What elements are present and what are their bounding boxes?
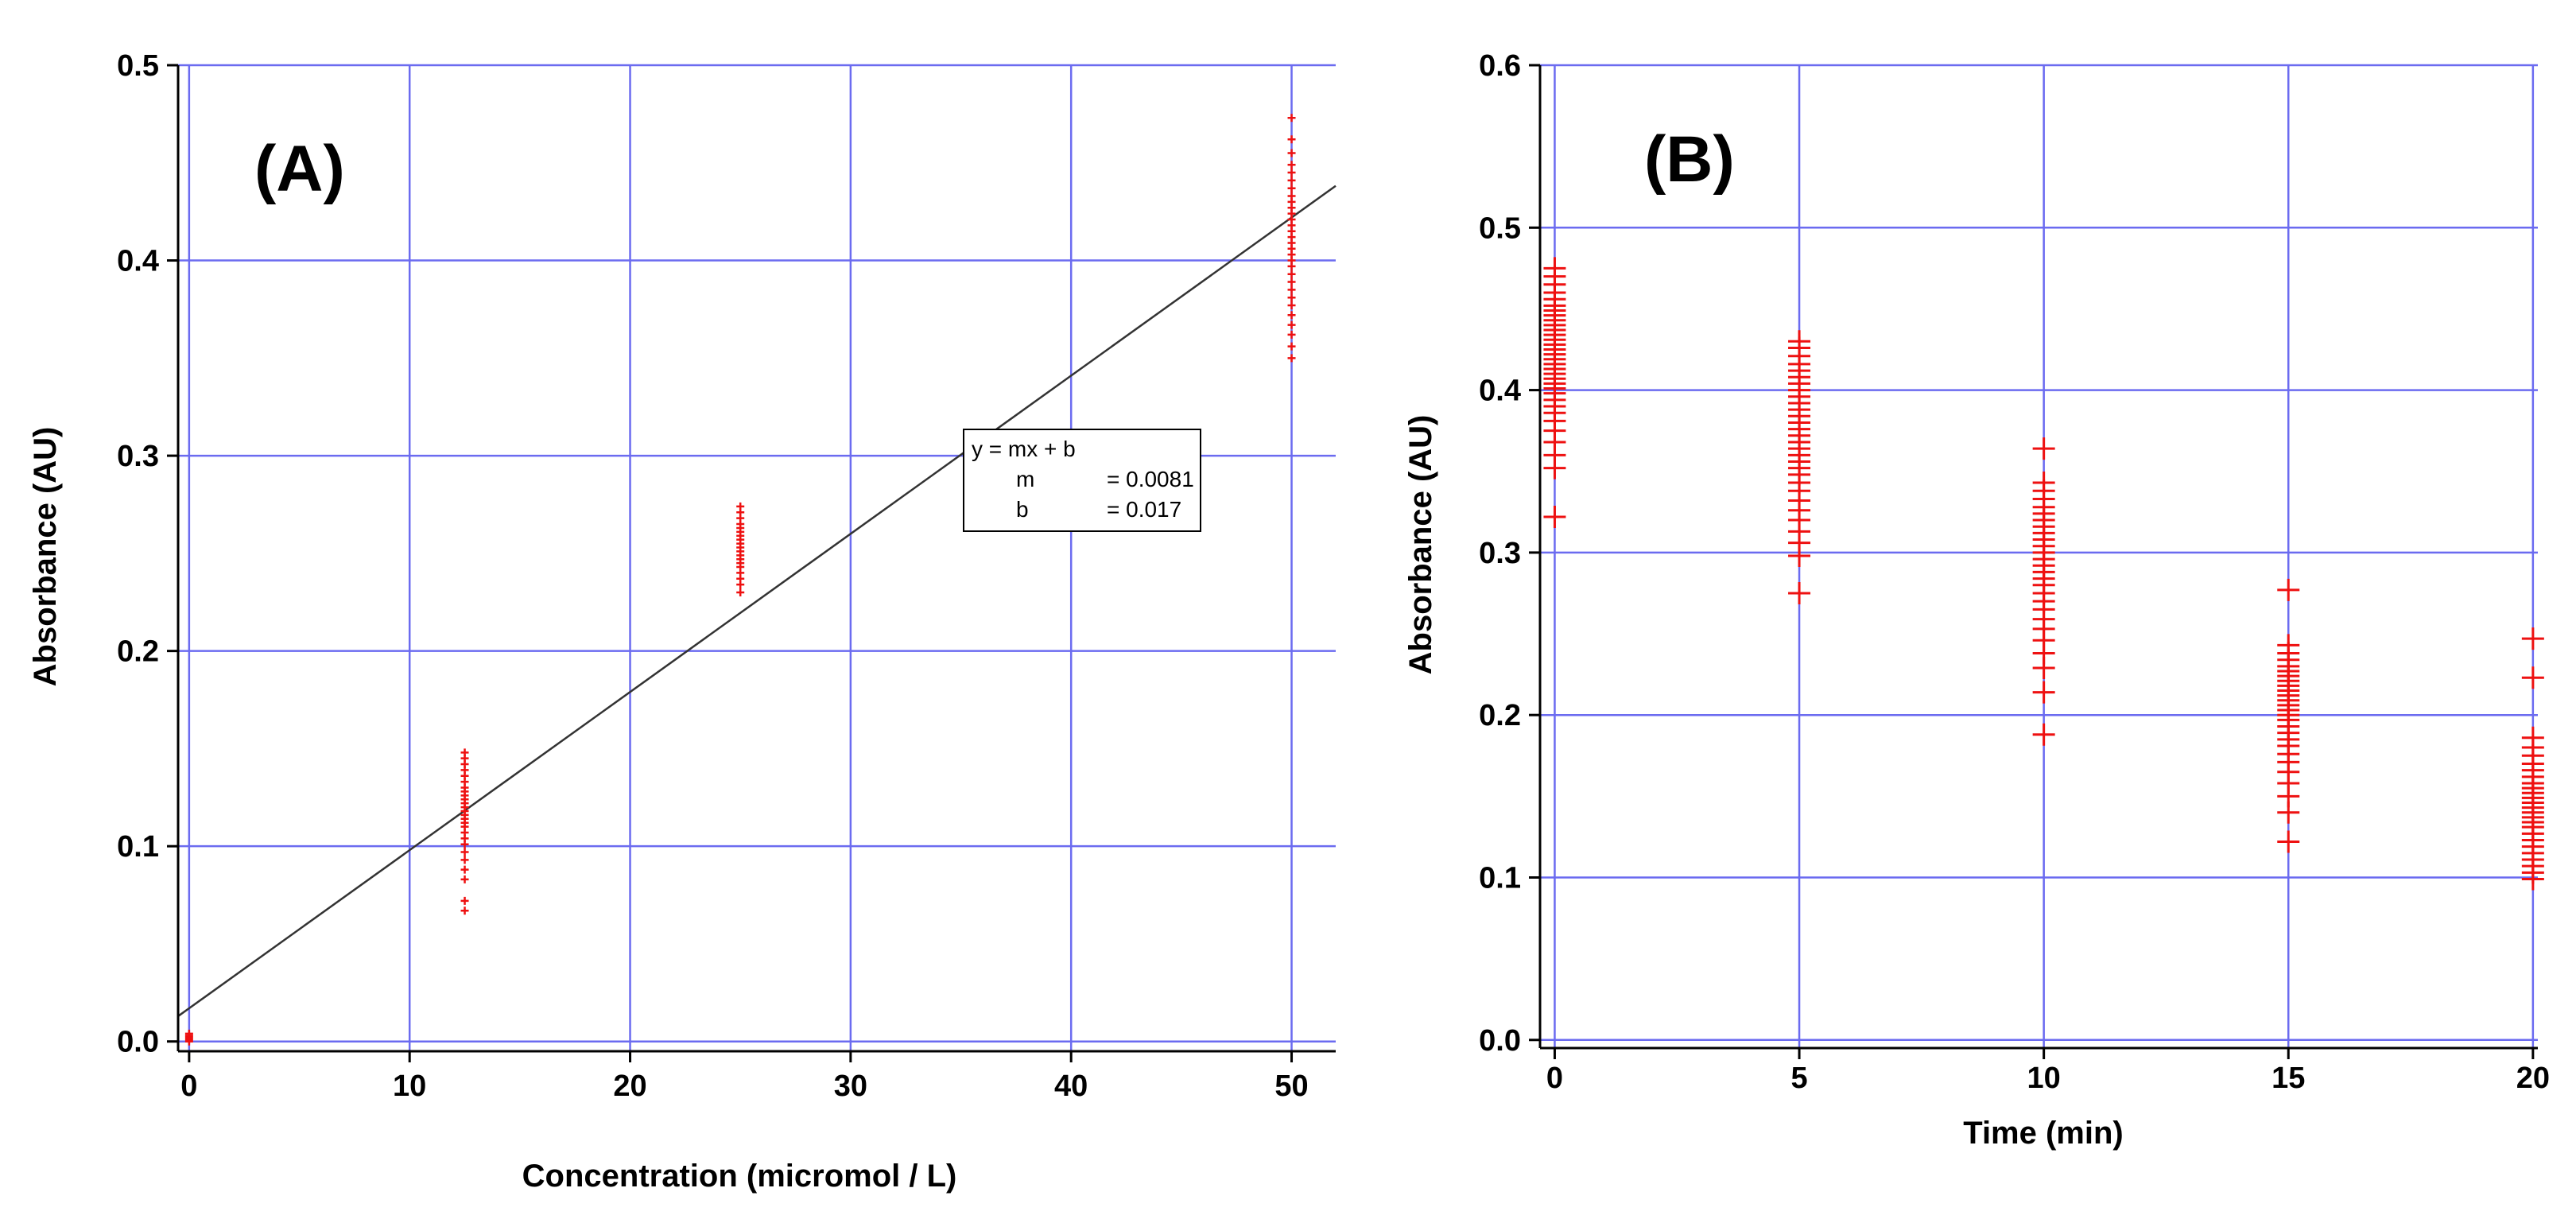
panel-b-axes	[1529, 64, 2538, 1059]
x-tick-label: 20	[2516, 1062, 2550, 1095]
panel-b-y-axis-label: Absorbance (AU)	[1403, 415, 1438, 675]
fit-line	[177, 184, 1336, 1017]
panel-b-points	[1543, 257, 2544, 891]
data-point	[2032, 723, 2055, 746]
y-tick-label: 0.3	[117, 440, 159, 473]
data-point	[1287, 301, 1296, 310]
y-tick-label: 0.3	[1479, 537, 1521, 570]
data-point	[460, 848, 469, 856]
panel-a-fit-legend: y = mx + b m = 0.0081 b = 0.017	[963, 429, 1201, 532]
panel-a-x-axis-label: Concentration (micromol / L)	[522, 1159, 957, 1194]
y-tick-label: 0.0	[117, 1026, 159, 1059]
data-point	[1287, 311, 1296, 320]
legend-b-label: b	[1016, 497, 1029, 522]
data-point	[736, 502, 745, 511]
x-tick-label: 0	[1546, 1062, 1563, 1095]
data-point	[1287, 176, 1296, 184]
chart-panel-b: 0 5 10 15 20 0.0 0.1 0.2 0.3 0.4 0.5 0.6 (B) Time (…	[1403, 49, 2550, 1151]
data-point	[184, 1029, 193, 1038]
legend-m-value: = 0.0081	[1107, 467, 1194, 491]
x-tick-label: 0	[180, 1070, 197, 1103]
data-point	[1287, 149, 1296, 157]
data-point	[2277, 578, 2300, 601]
y-tick-label: 0.4	[1479, 375, 1521, 408]
data-point	[1287, 285, 1296, 294]
y-tick-label: 0.2	[117, 635, 159, 669]
data-point	[2521, 627, 2544, 650]
x-tick-label: 10	[2027, 1062, 2061, 1095]
y-tick-label: 0.0	[1479, 1024, 1521, 1058]
panel-b-label: (B)	[1644, 123, 1735, 196]
x-tick-label: 10	[393, 1070, 426, 1103]
data-point	[460, 865, 469, 874]
data-point	[1287, 169, 1296, 177]
y-tick-label: 0.5	[117, 49, 159, 83]
legend-b-value: = 0.017	[1107, 497, 1181, 522]
data-point	[1287, 184, 1296, 192]
x-tick-label: 30	[834, 1070, 867, 1103]
data-point	[1788, 581, 1811, 604]
data-point	[1287, 320, 1296, 329]
x-tick-label: 20	[613, 1070, 646, 1103]
data-point	[2032, 681, 2055, 704]
data-point	[1287, 161, 1296, 169]
panel-a-points	[184, 114, 1296, 1046]
data-point	[460, 896, 469, 905]
panel-b-x-axis-label: Time (min)	[1963, 1116, 2124, 1151]
panel-b-tick-labels: 0 5 10 15 20 0.0 0.1 0.2 0.3 0.4 0.5 0.6	[1479, 49, 2550, 1095]
data-point	[460, 748, 469, 757]
panel-a-fit-layer	[177, 184, 1336, 1017]
data-point	[2032, 437, 2055, 460]
data-point	[736, 588, 745, 596]
data-point	[1287, 330, 1296, 339]
data-point	[1287, 293, 1296, 302]
panel-a-y-axis-label: Absorbance (AU)	[28, 427, 63, 687]
panel-a-label: (A)	[254, 133, 345, 205]
y-tick-label: 0.1	[117, 830, 159, 864]
legend-m-label: m	[1016, 467, 1034, 491]
data-point	[1788, 330, 1811, 353]
x-tick-label: 5	[1790, 1062, 1807, 1095]
data-point	[1287, 270, 1296, 278]
data-point	[2521, 666, 2544, 689]
data-point	[1543, 505, 1566, 528]
y-tick-label: 0.5	[1479, 212, 1521, 245]
data-point	[460, 875, 469, 883]
panel-b-grid	[1540, 64, 2538, 1048]
data-point	[2277, 634, 2300, 657]
panel-a-tick-labels: 0 10 20 30 40 50 0.0 0.1 0.2 0.3 0.4 0.5	[117, 49, 1309, 1103]
data-point	[1287, 342, 1296, 351]
data-point	[2521, 726, 2544, 749]
chart-panel-a: 0 10 20 30 40 50 0.0 0.1 0.2 0.3 0.4 0.5 (A) Concen…	[28, 49, 1336, 1194]
y-tick-label: 0.1	[1479, 861, 1521, 895]
data-point	[1543, 257, 1566, 280]
panel-a-axes	[167, 64, 1336, 1062]
data-point	[1287, 354, 1296, 363]
data-point	[2277, 830, 2300, 853]
data-point	[1287, 114, 1296, 122]
y-tick-label: 0.2	[1479, 699, 1521, 732]
legend-box	[963, 429, 1201, 532]
data-point	[2032, 472, 2055, 495]
data-point	[1287, 192, 1296, 200]
x-tick-label: 40	[1054, 1070, 1088, 1103]
y-tick-label: 0.4	[117, 245, 159, 278]
x-tick-label: 50	[1274, 1070, 1308, 1103]
y-tick-label: 0.6	[1479, 49, 1521, 83]
legend-equation: y = mx + b	[972, 437, 1076, 461]
panel-a-grid	[178, 64, 1336, 1051]
data-point	[460, 856, 469, 864]
x-tick-label: 15	[2271, 1062, 2305, 1095]
data-point	[1287, 135, 1296, 144]
data-point	[1287, 278, 1296, 286]
data-point	[460, 907, 469, 915]
